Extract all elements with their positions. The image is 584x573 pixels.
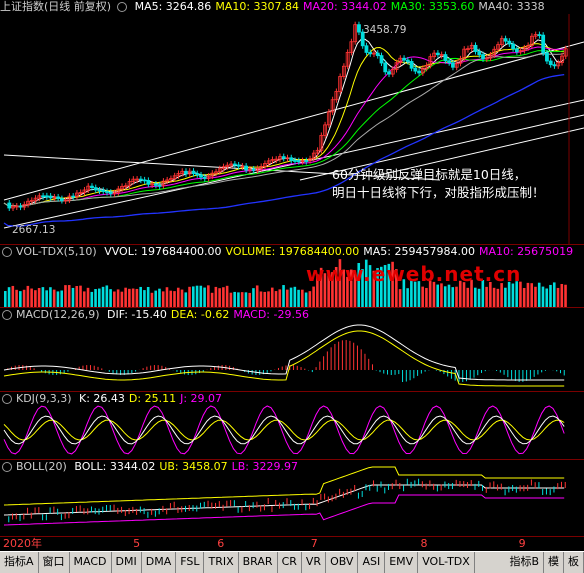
tab-r1[interactable]: 模 <box>544 552 564 573</box>
kdj-pane[interactable]: KDJ(9,3,3) K: 26.43 D: 25.11 J: 29.07 <box>0 392 584 459</box>
tab-11[interactable]: ASI <box>358 552 386 573</box>
boll-value-0: BOLL: 3344.02 <box>74 460 156 473</box>
macd-value-2: MACD: -29.56 <box>233 308 309 321</box>
watermark: www.eweb.net.cn <box>306 262 522 286</box>
month-label: 9 <box>518 537 526 550</box>
month-label: 8 <box>420 537 428 550</box>
kdj-value-1: D: 25.11 <box>128 392 177 405</box>
kdj-chart <box>3 405 565 455</box>
tab-13[interactable]: VOL-TDX <box>418 552 475 573</box>
month-label: 5 <box>133 537 141 550</box>
vol-value-1: VOLUME: 197684400.00 <box>225 245 360 258</box>
gear-icon[interactable] <box>2 394 12 404</box>
kdj-value-0: K: 26.43 <box>79 392 125 405</box>
year-label: 2020年 <box>3 537 42 550</box>
vol-value-2: MA5: 259457984.00 <box>363 245 475 258</box>
boll-value-2: LB: 3229.97 <box>231 460 298 473</box>
gear-icon[interactable] <box>2 310 12 320</box>
price-header: 上证指数(日线 前复权) MA5: 3264.86 MA10: 3307.84 MA… <box>0 0 553 14</box>
high-label: 3458.79 <box>363 24 407 36</box>
tab-6[interactable]: TRIX <box>204 552 239 573</box>
tab-2[interactable]: MACD <box>70 552 112 573</box>
boll-value-1: UB: 3458.07 <box>159 460 228 473</box>
tab-8[interactable]: CR <box>278 552 302 573</box>
tab-1[interactable]: 窗口 <box>39 552 70 573</box>
boll-chart <box>3 466 566 526</box>
indicator-tabs: 指标A 窗口 MACD DMI DMA FSL TRIX BRAR CR VR OBV ASI EMV V… <box>0 551 584 573</box>
ma-value-3: MA30: 3353.60 <box>390 0 475 13</box>
boll-title: BOLL(20) <box>16 460 67 473</box>
tab-r0[interactable]: 指标B <box>505 552 544 573</box>
tab-3[interactable]: DMI <box>112 552 142 573</box>
gear-icon[interactable] <box>2 247 12 257</box>
volume-title: VOL-TDX(5,10) <box>16 245 97 258</box>
price-pane[interactable]: 上证指数(日线 前复权) MA5: 3264.86 MA10: 3307.84 MA… <box>0 0 584 244</box>
tab-10[interactable]: OBV <box>326 552 359 573</box>
gear-icon[interactable] <box>117 2 128 12</box>
ma-value-2: MA20: 3344.02 <box>303 0 387 13</box>
chart-title: 上证指数(日线 前复权) <box>0 0 112 13</box>
macd-title: MACD(12,26,9) <box>16 308 100 321</box>
price-chart <box>3 14 584 244</box>
boll-header: BOLL(20) BOLL: 3344.02 UB: 3458.07 LB: 322… <box>0 460 306 474</box>
macd-value-1: DEA: -0.62 <box>170 308 230 321</box>
month-label: 6 <box>217 537 225 550</box>
tab-4[interactable]: DMA <box>142 552 177 573</box>
tab-7[interactable]: BRAR <box>239 552 278 573</box>
annotation-line-2: 明日十日线将下行，对股指形成压制！ <box>332 185 545 200</box>
volume-header: VOL-TDX(5,10) VVOL: 197684400.00 VOLUME: … <box>0 245 581 259</box>
low-label: 2667.13 <box>12 224 56 236</box>
vol-value-3: MA10: 25675019 <box>478 245 574 258</box>
macd-header: MACD(12,26,9) DIF: -15.40 DEA: -0.62 MACD:… <box>0 308 317 322</box>
chart-annotation: 60分钟级别反弹目标就是10日线， 明日十日线将下行，对股指形成压制！ <box>332 166 545 202</box>
kdj-header: KDJ(9,3,3) K: 26.43 D: 25.11 J: 29.07 <box>0 392 230 406</box>
tab-0[interactable]: 指标A <box>0 552 39 573</box>
annotation-line-1: 60分钟级别反弹目标就是10日线， <box>332 167 527 182</box>
tab-12[interactable]: EMV <box>385 552 419 573</box>
boll-pane[interactable]: BOLL(20) BOLL: 3344.02 UB: 3458.07 LB: 322… <box>0 460 584 536</box>
month-label: 7 <box>310 537 318 550</box>
ma-value-1: MA10: 3307.84 <box>215 0 300 13</box>
macd-value-0: DIF: -15.40 <box>107 308 167 321</box>
gear-icon[interactable] <box>2 462 12 472</box>
kdj-value-2: J: 29.07 <box>180 392 223 405</box>
volume-chart <box>4 259 567 307</box>
vol-value-0: VVOL: 197684400.00 <box>104 245 222 258</box>
macd-chart <box>3 324 565 387</box>
macd-pane[interactable]: MACD(12,26,9) DIF: -15.40 DEA: -0.62 MACD:… <box>0 308 584 391</box>
ma-value-0: MA5: 3264.86 <box>134 0 212 13</box>
date-axis: 2020年 5 6 7 8 9 <box>0 536 584 551</box>
tab-r2[interactable]: 板 <box>564 552 584 573</box>
volume-pane[interactable]: VOL-TDX(5,10) VVOL: 197684400.00 VOLUME: … <box>0 245 584 307</box>
ma-value-4: MA40: 3338 <box>478 0 545 13</box>
kdj-title: KDJ(9,3,3) <box>16 392 72 405</box>
tab-5[interactable]: FSL <box>176 552 205 573</box>
tab-9[interactable]: VR <box>302 552 327 573</box>
